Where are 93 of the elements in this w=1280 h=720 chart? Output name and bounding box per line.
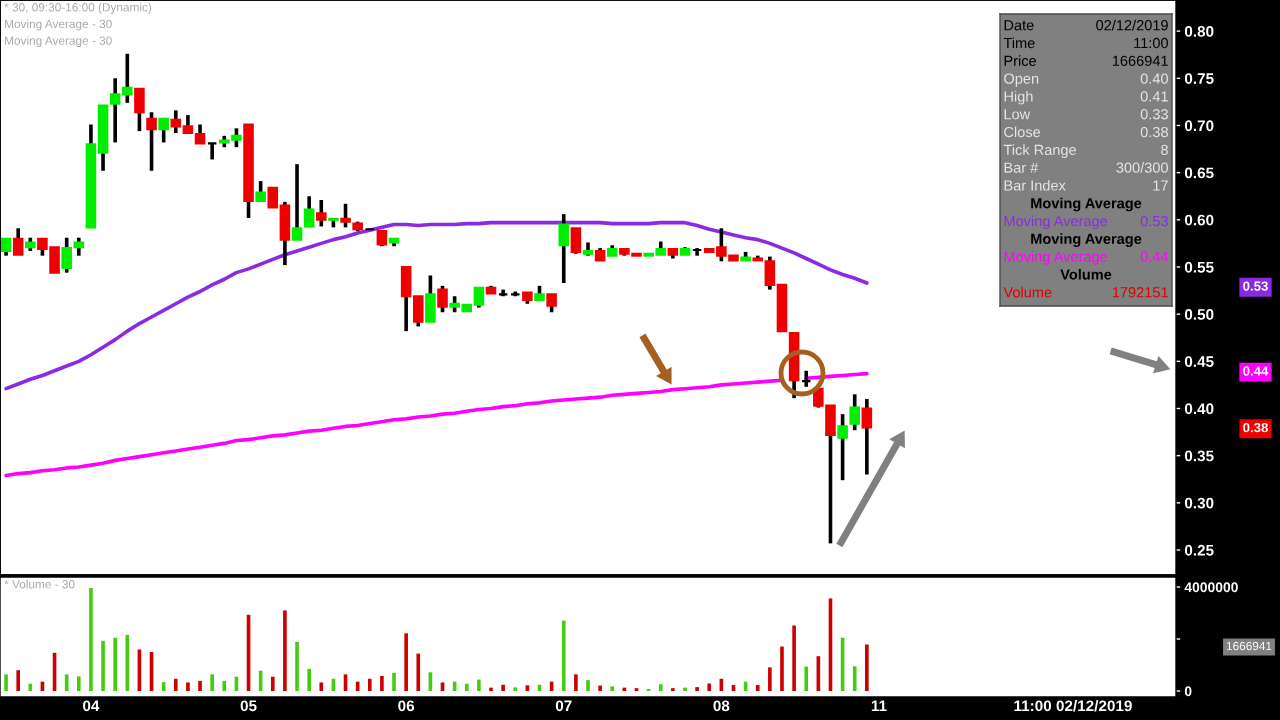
annotation: Moving Average - 30 <box>5 36 112 48</box>
bar <box>416 653 421 692</box>
bar <box>768 667 772 692</box>
bar <box>101 640 105 692</box>
candlestick <box>97 104 109 171</box>
candlestick <box>182 115 194 135</box>
bar <box>513 687 518 692</box>
bar <box>634 688 639 692</box>
bar <box>598 685 602 692</box>
y2-tick-label: 0.53 <box>1243 281 1268 291</box>
y-tick-label: 0.55 <box>1184 261 1214 273</box>
bar <box>392 672 396 692</box>
y-tick-label: 0.70 <box>1184 120 1214 132</box>
bar <box>707 683 712 692</box>
bar <box>367 678 372 692</box>
y-tick-label: 0 <box>1184 686 1192 697</box>
bar <box>574 674 578 692</box>
bar <box>222 680 227 692</box>
candlestick <box>122 53 133 103</box>
candlestick <box>425 275 436 323</box>
bar <box>283 610 287 692</box>
bar <box>695 687 699 692</box>
y-tick-label: 0.40 <box>1184 403 1214 415</box>
bar <box>89 588 93 692</box>
candlestick <box>776 283 788 333</box>
bar <box>489 687 493 692</box>
bar <box>865 644 869 692</box>
bar <box>561 620 566 692</box>
bar <box>210 674 214 692</box>
x-tick-label: 06 <box>398 700 415 712</box>
x-tick-label: 11 <box>871 700 887 712</box>
candlestick <box>558 214 570 284</box>
line-series <box>4 220 869 391</box>
y-tick-label: 0.30 <box>1184 497 1214 509</box>
annotation: Moving Average - 30 <box>5 19 112 31</box>
bar <box>4 674 8 692</box>
bar <box>404 633 408 692</box>
x-tick-label: 05 <box>240 700 257 712</box>
candlestick <box>12 228 24 256</box>
text: 1666941 <box>1226 641 1272 651</box>
y-tick-label: 0.35 <box>1184 450 1214 462</box>
candlestick <box>134 87 145 132</box>
y-tick-label: 0.45 <box>1184 356 1214 368</box>
y-tick-label: 4000000 <box>1184 582 1238 593</box>
bar <box>610 686 615 692</box>
candlestick <box>267 186 279 209</box>
y-tick-label: 0.60 <box>1184 214 1214 226</box>
candlestick <box>109 78 121 143</box>
bar <box>186 682 190 692</box>
x-tick-label: 07 <box>555 700 572 712</box>
bar <box>501 684 505 692</box>
candlestick <box>85 124 97 229</box>
bar <box>683 687 687 692</box>
y-tick-label: 0.65 <box>1184 167 1214 179</box>
bar <box>586 680 590 692</box>
bar <box>295 641 299 692</box>
bar <box>307 668 311 692</box>
y2-tick-label: 0.44 <box>1243 366 1269 376</box>
x-tick-label: 04 <box>83 700 100 712</box>
bar <box>16 670 20 692</box>
bar <box>319 682 324 692</box>
bar <box>270 676 275 692</box>
x-tick-label: 11:00 02/12/2019 <box>1014 700 1132 712</box>
y2-tick-label: 0.38 <box>1243 422 1268 433</box>
chart-title: * Volume - 30 <box>4 579 75 589</box>
bar <box>804 666 809 692</box>
bar <box>755 685 760 692</box>
bar <box>113 637 117 692</box>
bar <box>780 646 784 692</box>
bar <box>173 678 178 692</box>
bar <box>125 634 130 692</box>
candlestick <box>194 124 206 145</box>
chart-title: * 30, 09:30-16:00 (Dynamic) <box>4 2 152 14</box>
bar <box>28 683 33 692</box>
y-tick-label: 0.75 <box>1184 73 1214 84</box>
candlestick <box>291 164 303 241</box>
candlestick <box>861 399 873 475</box>
bar <box>380 675 384 692</box>
y-tick-label: 0.25 <box>1184 544 1214 556</box>
x-tick-label: 08 <box>713 700 730 712</box>
bar <box>671 688 675 692</box>
bar <box>477 679 481 692</box>
bar <box>852 666 857 692</box>
candlestick <box>400 265 412 332</box>
y-tick-label: 0.80 <box>1184 26 1214 37</box>
bar <box>198 680 202 692</box>
bar <box>464 683 469 692</box>
bar <box>658 684 663 692</box>
bar <box>76 676 81 692</box>
candlestick <box>170 110 182 134</box>
y-tick-label: 0.50 <box>1184 309 1214 320</box>
bar <box>792 625 796 692</box>
candlestick <box>303 196 315 228</box>
